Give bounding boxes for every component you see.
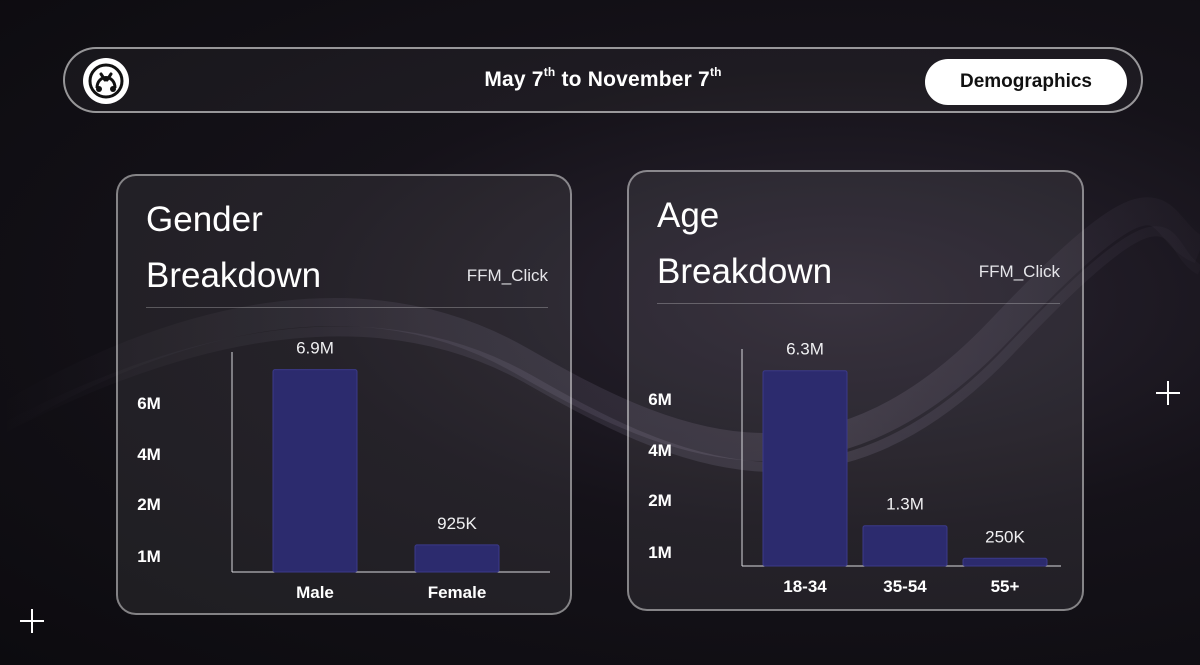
age-y-tick-label: 2M — [648, 491, 672, 510]
date-range: May 7th to November 7th — [65, 65, 1141, 92]
plus-icon — [1156, 381, 1180, 405]
age-y-tick-label: 1M — [648, 543, 672, 562]
gender-card-title: Gender Breakdown — [146, 192, 321, 304]
age-value-label: 6.3M — [786, 340, 824, 359]
age-category-label: 55+ — [991, 577, 1020, 596]
age-bar — [962, 557, 1048, 567]
top-bar: May 7th to November 7th Demographics — [63, 47, 1143, 113]
age-y-tick-label: 4M — [648, 441, 672, 460]
age-bar — [862, 525, 948, 567]
brand-logo-icon — [83, 58, 129, 104]
age-card-source: FFM_Click — [978, 262, 1060, 281]
gender-title-line2: Breakdown — [146, 256, 322, 295]
age-card-title: Age Breakdown — [657, 188, 832, 300]
age-value-label: 250K — [985, 527, 1025, 546]
demographics-button[interactable]: Demographics — [925, 59, 1127, 105]
gender-value-label: 925K — [437, 514, 477, 533]
age-value-label: 1.3M — [886, 495, 924, 514]
gender-bar — [414, 544, 500, 573]
gender-value-label: 6.9M — [296, 339, 334, 358]
gender-title-line1: Gender — [146, 200, 263, 239]
gender-y-tick-label: 4M — [137, 445, 161, 464]
plus-icon — [20, 609, 44, 633]
gender-y-tick-label: 2M — [137, 495, 161, 514]
date-from: May 7 — [484, 68, 544, 91]
gender-breakdown-card: Gender Breakdown FFM_Click 6.9M Male 925K F… — [116, 174, 572, 615]
gender-bar — [272, 369, 358, 573]
age-category-label: 18-34 — [783, 577, 827, 596]
gender-card-source: FFM_Click — [466, 266, 548, 285]
gender-bar-chart: 6.9M Male 925K Female 6M 4M 2M 1M — [137, 339, 550, 602]
age-bar — [762, 370, 848, 567]
date-to-suffix: th — [709, 65, 722, 79]
gender-y-tick-label: 1M — [137, 547, 161, 566]
age-y-tick-label: 6M — [648, 390, 672, 409]
age-bar-chart: 6.3M 18-34 1.3M 35-54 250K 55+ 6M 4M 2M 1M — [648, 340, 1061, 596]
age-title-line2: Breakdown — [657, 252, 833, 291]
date-separator: to — [555, 68, 588, 91]
age-breakdown-card: Age Breakdown FFM_Click 6.3M 18-34 1.3M 35-… — [627, 170, 1084, 611]
gender-card-divider — [146, 307, 548, 308]
age-title-line1: Age — [657, 196, 720, 235]
date-from-suffix: th — [543, 65, 556, 79]
date-to: November 7 — [587, 68, 710, 91]
age-card-divider — [657, 303, 1060, 304]
age-category-label: 35-54 — [883, 577, 927, 596]
gender-y-tick-label: 6M — [137, 394, 161, 413]
gender-category-label: Male — [296, 583, 334, 602]
gender-category-label: Female — [428, 583, 487, 602]
